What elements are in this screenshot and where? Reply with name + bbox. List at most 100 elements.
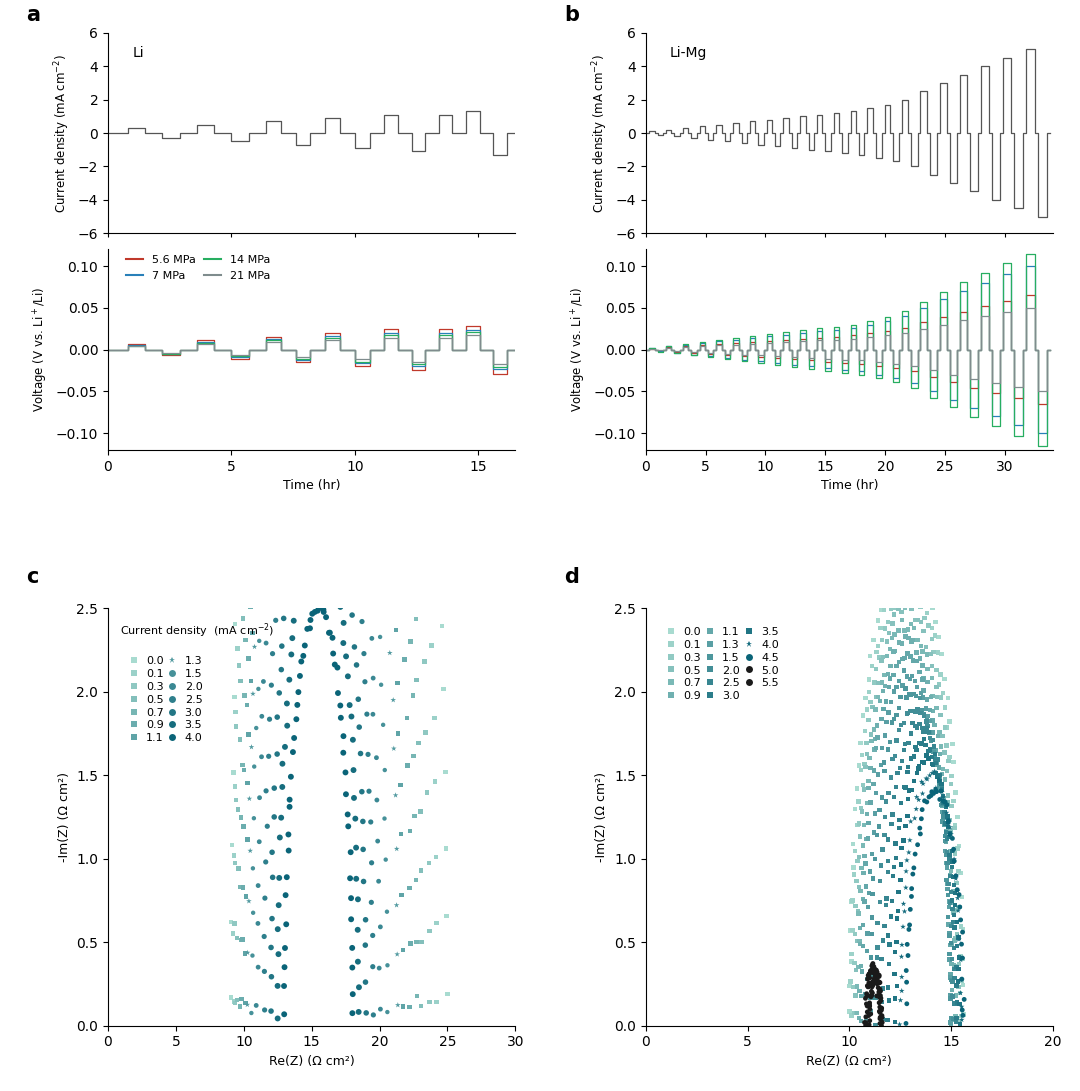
- Point: [852, 958, 869, 975]
- Point: [232, 672, 249, 690]
- Point: [267, 497, 284, 515]
- Point: [899, 705, 916, 722]
- Point: [866, 969, 883, 986]
- Point: [870, 988, 888, 1006]
- Point: [939, 854, 956, 872]
- Point: [862, 793, 879, 811]
- Point: [281, 540, 298, 558]
- Point: [244, 904, 261, 922]
- Point: [275, 170, 293, 188]
- Point: [348, 870, 365, 887]
- Point: [399, 757, 416, 775]
- Point: [274, 315, 292, 333]
- Point: [864, 870, 881, 887]
- Point: [900, 621, 917, 638]
- Point: [249, 914, 267, 932]
- Point: [923, 620, 941, 637]
- Point: [321, 624, 338, 642]
- Point: [896, 902, 914, 920]
- Point: [904, 865, 921, 883]
- Point: [399, 709, 416, 727]
- Point: [903, 600, 920, 618]
- Point: [353, 613, 370, 631]
- Point: [941, 925, 958, 943]
- Point: [950, 927, 968, 945]
- Point: [931, 767, 948, 784]
- Point: [413, 933, 430, 950]
- Point: [912, 716, 929, 733]
- Point: [244, 860, 261, 877]
- Point: [886, 789, 903, 806]
- Point: [879, 666, 896, 683]
- Point: [934, 792, 951, 810]
- Point: [280, 268, 297, 286]
- Point: [943, 971, 960, 988]
- Point: [943, 767, 960, 784]
- Point: [365, 670, 382, 687]
- Point: [379, 214, 396, 231]
- Point: [264, 175, 281, 192]
- Point: [909, 760, 927, 778]
- Point: [393, 412, 410, 430]
- Point: [942, 990, 959, 1007]
- Point: [900, 566, 917, 584]
- Point: [900, 595, 917, 612]
- Point: [312, 433, 329, 451]
- Point: [937, 872, 955, 889]
- Point: [420, 503, 437, 520]
- Point: [303, 187, 321, 204]
- Point: [315, 603, 333, 621]
- Point: [943, 825, 960, 842]
- Point: [404, 35, 421, 52]
- Point: [379, 141, 396, 158]
- Point: [357, 911, 375, 928]
- Point: [903, 582, 920, 599]
- Point: [946, 897, 963, 914]
- Point: [900, 554, 917, 572]
- Point: [867, 968, 885, 985]
- Point: [851, 920, 868, 937]
- Point: [294, 556, 311, 574]
- Point: [332, 129, 349, 146]
- Point: [272, 153, 289, 170]
- Point: [287, 710, 305, 728]
- Point: [888, 706, 905, 723]
- Point: [876, 918, 893, 935]
- Point: [879, 575, 896, 592]
- Point: [368, 178, 386, 195]
- Point: [237, 945, 254, 962]
- Point: [326, 549, 343, 566]
- Point: [270, 897, 287, 914]
- Point: [324, 459, 341, 477]
- Point: [306, 107, 323, 124]
- Point: [409, 317, 427, 335]
- Point: [874, 1009, 891, 1027]
- Point: [315, 44, 333, 61]
- Point: [909, 700, 927, 718]
- Point: [370, 586, 388, 603]
- Point: [933, 738, 950, 755]
- Point: [390, 481, 407, 499]
- Point: [397, 384, 415, 401]
- Point: [335, 233, 352, 251]
- Point: [350, 1004, 367, 1021]
- Point: [936, 815, 954, 832]
- Point: [923, 599, 941, 616]
- Point: [314, 601, 332, 619]
- Point: [876, 620, 893, 637]
- Point: [879, 741, 896, 758]
- Point: [419, 783, 436, 801]
- Point: [303, 0, 321, 15]
- Point: [940, 908, 957, 925]
- Point: [242, 319, 259, 336]
- Point: [879, 1011, 896, 1029]
- Point: [423, 327, 441, 345]
- Point: [913, 753, 930, 770]
- Point: [903, 686, 920, 704]
- Point: [341, 476, 359, 493]
- Point: [942, 824, 959, 841]
- Point: [248, 238, 266, 255]
- Point: [903, 571, 920, 588]
- Point: [856, 848, 874, 865]
- Point: [367, 108, 384, 125]
